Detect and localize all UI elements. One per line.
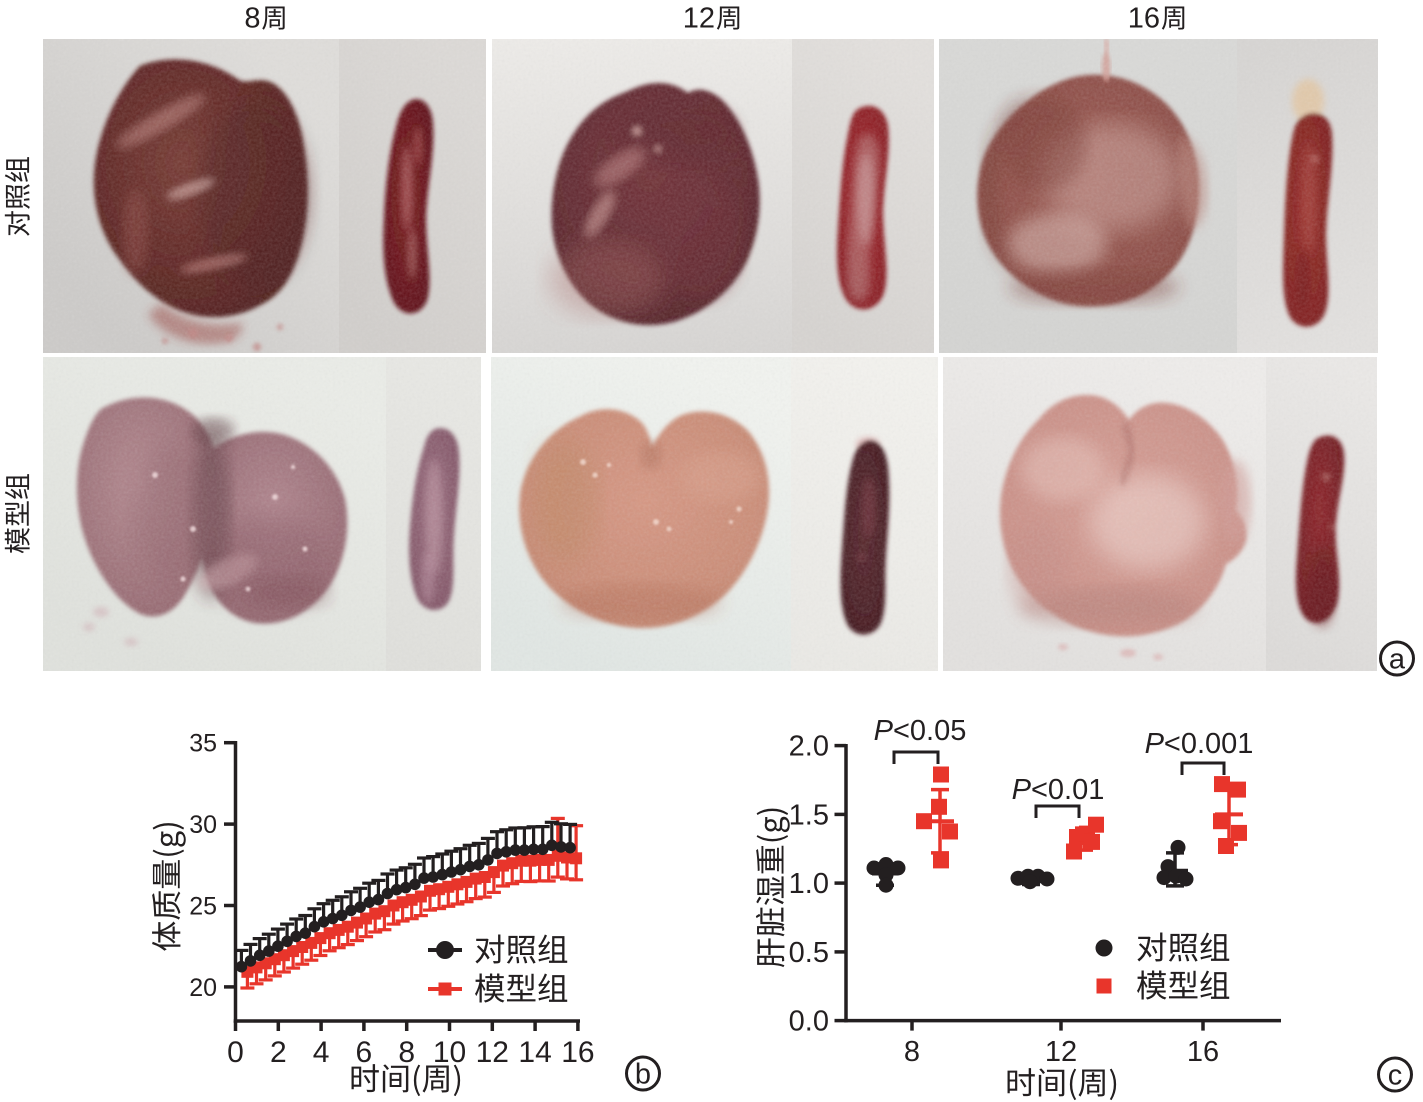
svg-text:2.0: 2.0	[789, 731, 829, 763]
svg-text:35: 35	[189, 730, 217, 758]
svg-text:12: 12	[476, 1036, 509, 1069]
svg-text:8: 8	[244, 3, 260, 35]
svg-text:2: 2	[270, 1036, 287, 1069]
svg-text:c: c	[1388, 1060, 1403, 1092]
svg-text:0.5: 0.5	[789, 937, 829, 969]
svg-text:1.0: 1.0	[789, 868, 829, 900]
svg-text:P<0.05: P<0.05	[874, 715, 967, 747]
svg-text:a: a	[1389, 644, 1406, 676]
svg-text:16: 16	[1187, 1036, 1219, 1068]
svg-text:12: 12	[1045, 1036, 1077, 1068]
svg-text:1.5: 1.5	[789, 799, 829, 831]
svg-text:0.0: 0.0	[789, 1006, 829, 1038]
svg-text:16: 16	[1128, 3, 1160, 35]
svg-text:10: 10	[433, 1036, 466, 1069]
svg-text:0: 0	[227, 1036, 244, 1069]
svg-text:12: 12	[683, 3, 715, 35]
svg-text:16: 16	[561, 1036, 594, 1069]
svg-text:30: 30	[189, 811, 217, 839]
svg-text:P<0.01: P<0.01	[1012, 774, 1105, 806]
svg-text:8: 8	[398, 1036, 415, 1069]
svg-text:8: 8	[904, 1036, 920, 1068]
svg-text:14: 14	[518, 1036, 551, 1069]
svg-text:20: 20	[189, 974, 217, 1002]
svg-text:P<0.001: P<0.001	[1145, 728, 1254, 760]
svg-text:6: 6	[356, 1036, 373, 1069]
svg-text:4: 4	[313, 1036, 330, 1069]
svg-text:25: 25	[189, 893, 217, 921]
svg-text:b: b	[635, 1059, 651, 1091]
